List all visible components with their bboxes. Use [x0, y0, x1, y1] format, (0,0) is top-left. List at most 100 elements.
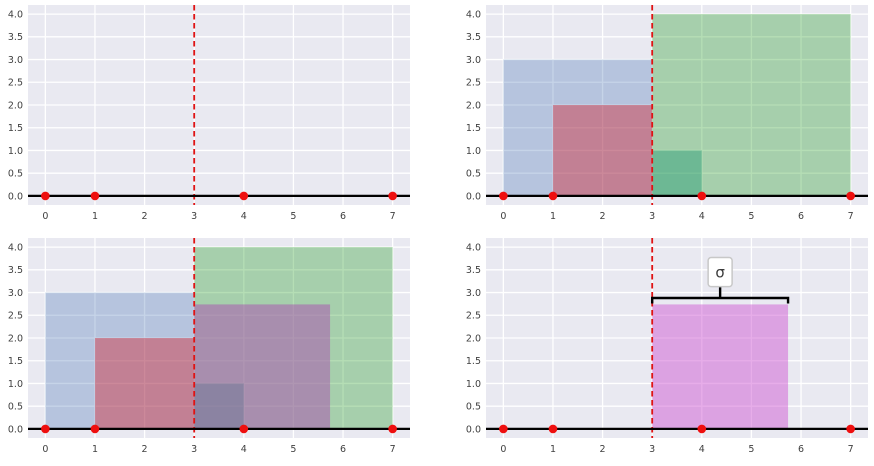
subplot-bottom-left: 0.0 0.5 1.0 1.5 2.0 2.5 3.0 3.5 4.0 0 1 2 3 4 5 6 7 [0, 233, 412, 466]
std-square [652, 304, 789, 429]
deviation-square-red [94, 338, 195, 429]
x-tick-label: 5 [748, 444, 754, 455]
axes-bottom-left: 0.0 0.5 1.0 1.5 2.0 2.5 3.0 3.5 4.0 0 1 2 3 4 5 6 7 [8, 238, 410, 455]
y-tick-label: 2.0 [8, 100, 23, 111]
x-tick-label: 6 [340, 444, 346, 455]
x-tick-label: 7 [848, 211, 854, 222]
deviation-square-blue [503, 59, 653, 196]
x-tick-label: 1 [550, 444, 556, 455]
subplot-top-right: 0.0 0.5 1.0 1.5 2.0 2.5 3.0 3.5 4.0 0 1 2 3 4 5 6 7 [458, 0, 870, 233]
std-square [194, 304, 331, 429]
y-tick-label: 1.0 [466, 379, 481, 390]
data-point [846, 424, 855, 434]
y-tick-label: 0.5 [466, 402, 481, 413]
x-tick-label: 3 [191, 444, 197, 455]
y-tick-label: 2.5 [466, 78, 481, 89]
x-tick-label: 0 [42, 444, 48, 455]
y-tick-label: 0.0 [8, 191, 23, 202]
y-tick-label: 3.0 [8, 288, 23, 299]
x-tick-label: 2 [600, 444, 606, 455]
y-tick-label: 2.0 [8, 333, 23, 344]
deviation-square-green [652, 14, 851, 196]
y-tick-label: 2.5 [8, 78, 23, 89]
x-tick-label: 1 [550, 211, 556, 222]
y-tick-label: 0.5 [8, 169, 23, 180]
x-tick-label: 7 [848, 444, 854, 455]
data-point [41, 424, 50, 434]
axes-top-left: 0.0 0.5 1.0 1.5 2.0 2.5 3.0 3.5 4.0 0 1 2 3 4 5 6 7 [8, 5, 410, 222]
y-tick-label: 1.5 [8, 123, 23, 134]
y-tick-label: 2.0 [466, 333, 481, 344]
y-tick-label: 1.5 [466, 356, 481, 367]
y-tick-label: 2.5 [466, 311, 481, 322]
y-tick-label: 4.0 [8, 242, 23, 253]
x-tick-label: 0 [42, 211, 48, 222]
y-tick-label: 2.5 [8, 311, 23, 322]
x-tick-label: 2 [142, 444, 148, 455]
x-tick-label: 5 [748, 211, 754, 222]
data-point [41, 191, 50, 201]
data-point [697, 424, 707, 434]
y-tick-label: 0.0 [466, 191, 481, 202]
x-tick-label: 3 [649, 211, 655, 222]
x-tick-label: 1 [92, 444, 98, 455]
y-tick-label: 4.0 [466, 242, 481, 253]
axes-top-right: 0.0 0.5 1.0 1.5 2.0 2.5 3.0 3.5 4.0 0 1 2 3 4 5 6 7 [466, 5, 868, 222]
sigma-label: σ [715, 264, 725, 282]
x-tick-label: 3 [649, 444, 655, 455]
x-tick-label: 1 [92, 211, 98, 222]
x-tick-label: 4 [699, 211, 705, 222]
x-tick-label: 0 [500, 444, 506, 455]
data-point [239, 424, 249, 434]
axes-bottom-right: σ 0.0 0.5 1.0 1.5 2.0 2.5 3.0 3.5 4.0 0 1 2 3 4 5 6 7 [466, 238, 868, 455]
y-tick-label: 0.5 [8, 402, 23, 413]
data-point [499, 191, 508, 201]
y-tick-label: 4.0 [8, 9, 23, 20]
x-tick-label: 7 [390, 211, 396, 222]
data-point [388, 191, 397, 201]
x-tick-label: 5 [290, 444, 296, 455]
x-tick-label: 6 [340, 211, 346, 222]
x-tick-label: 6 [798, 211, 804, 222]
y-tick-label: 1.0 [8, 146, 23, 157]
y-tick-label: 2.0 [466, 100, 481, 111]
x-tick-label: 4 [241, 211, 247, 222]
x-tick-label: 4 [699, 444, 705, 455]
x-tick-label: 0 [500, 211, 506, 222]
data-point [499, 424, 508, 434]
data-point [548, 424, 558, 434]
x-tick-label: 2 [142, 211, 148, 222]
data-point [90, 424, 100, 434]
deviation-square-red [552, 105, 653, 196]
y-tick-label: 3.0 [466, 55, 481, 66]
data-point [90, 191, 100, 201]
x-tick-label: 6 [798, 444, 804, 455]
y-tick-label: 1.5 [8, 356, 23, 367]
y-tick-label: 1.0 [8, 379, 23, 390]
x-tick-label: 2 [600, 211, 606, 222]
y-tick-label: 1.5 [466, 123, 481, 134]
x-tick-label: 5 [290, 211, 296, 222]
y-tick-label: 3.0 [466, 288, 481, 299]
x-tick-label: 4 [241, 444, 247, 455]
x-tick-label: 3 [191, 211, 197, 222]
y-tick-label: 1.0 [466, 146, 481, 157]
y-tick-label: 3.0 [8, 55, 23, 66]
y-tick-label: 4.0 [466, 9, 481, 20]
data-point [697, 191, 707, 201]
y-tick-label: 0.0 [8, 424, 23, 435]
y-tick-label: 3.5 [8, 265, 23, 276]
data-point [548, 191, 558, 201]
y-tick-label: 3.5 [8, 32, 23, 43]
deviation-square-blue [45, 292, 195, 429]
y-tick-label: 0.5 [466, 169, 481, 180]
subplot-bottom-right: σ 0.0 0.5 1.0 1.5 2.0 2.5 3.0 3.5 4.0 0 1 2 3 4 5 6 7 [458, 233, 870, 466]
data-point [846, 191, 855, 201]
subplot-top-left: 0.0 0.5 1.0 1.5 2.0 2.5 3.0 3.5 4.0 0 1 2 3 4 5 6 7 [0, 0, 412, 233]
y-tick-label: 3.5 [466, 265, 481, 276]
y-tick-label: 3.5 [466, 32, 481, 43]
data-point [388, 424, 397, 434]
x-tick-label: 7 [390, 444, 396, 455]
data-point [239, 191, 249, 201]
